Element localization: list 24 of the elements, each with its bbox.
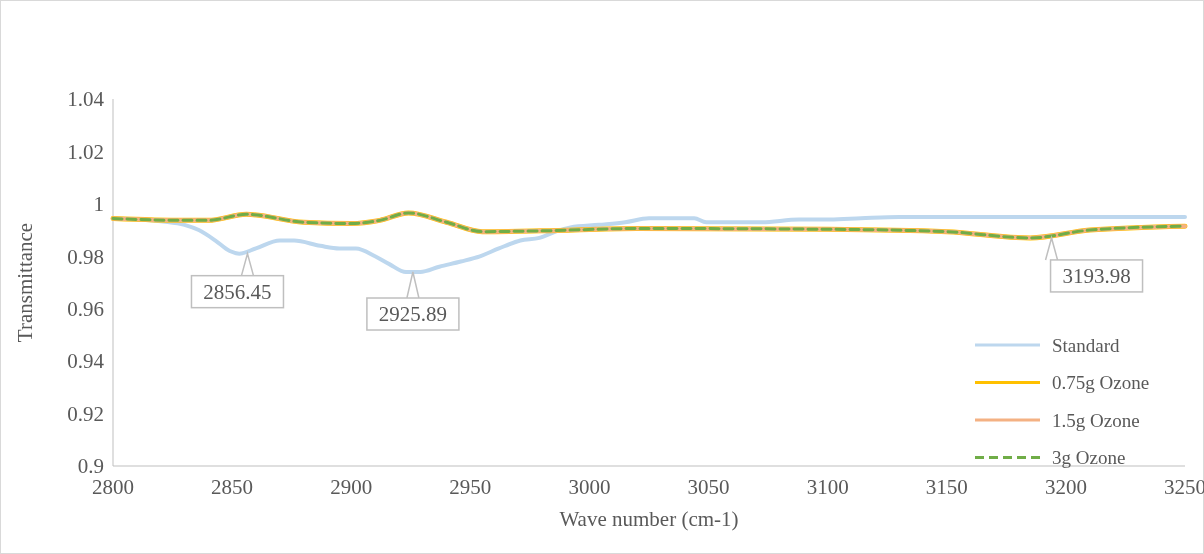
y-tick-label: 0.98: [67, 244, 104, 269]
annotation: 2856.45: [203, 280, 272, 305]
legend-label: 0.75g Ozone: [1052, 372, 1150, 394]
x-tick-label: 3200: [1044, 475, 1087, 499]
y-tick-label: 1.04: [67, 87, 105, 112]
y-tick-label: 0.92: [67, 401, 104, 426]
y-axis-title: Transmittance: [13, 222, 37, 343]
x-tick-label: 3050: [687, 475, 730, 499]
y-tick-label: 0.94: [67, 349, 105, 374]
x-tick-label: 3150: [925, 475, 968, 499]
y-tick-label: 1: [93, 192, 104, 217]
y-tick-label: 0.96: [67, 297, 104, 322]
legend-label: Standard: [1052, 334, 1121, 356]
x-tick-label: 2950: [449, 475, 492, 499]
annotation: 3193.98: [1062, 264, 1131, 289]
x-tick-label: 3000: [568, 475, 611, 499]
x-axis-title: Wave number (cm-1): [559, 507, 739, 531]
legend-label: 1.5g Ozone: [1052, 409, 1140, 431]
x-tick-label: 2900: [330, 475, 373, 499]
x-tick-label: 3100: [806, 475, 849, 499]
legend-label: 3g Ozone: [1052, 447, 1126, 469]
annotation: 2925.89: [378, 302, 448, 327]
y-tick-label: 1.02: [67, 139, 104, 164]
x-tick-label: 2850: [211, 475, 254, 499]
